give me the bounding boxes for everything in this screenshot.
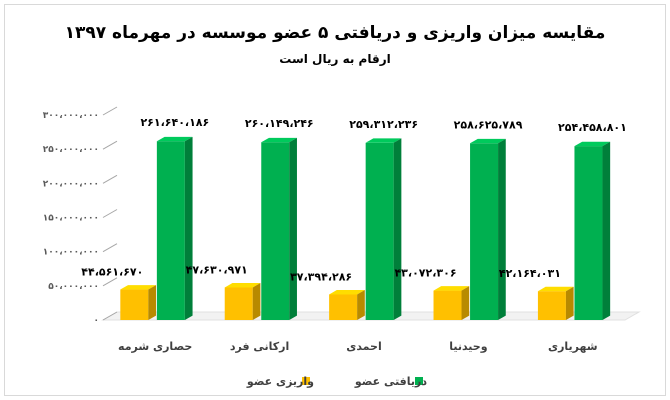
bar-deposit — [120, 285, 157, 320]
data-label-deposit: ۴۷،۶۳۰،۹۷۱ — [186, 263, 248, 276]
legend-label: دریافتی عضو — [354, 375, 427, 388]
legend-swatch — [415, 377, 423, 385]
y-tick-label: ۲۵۰،۰۰۰،۰۰۰ — [43, 145, 99, 155]
chart-subtitle: ارقام به ریال است — [279, 52, 390, 67]
bar-front — [261, 142, 290, 320]
y-tick-mark — [102, 243, 118, 253]
data-label-deposit: ۳۷،۳۹۴،۲۸۶ — [290, 270, 352, 283]
data-labels: ۴۴،۵۶۱،۶۷۰ ۲۶۱،۶۴۰،۱۸۶ ۴۷،۶۳۰،۹۷۱ ۲۶۰،۱۴۹،۲… — [81, 116, 627, 283]
x-axis-categories: حصاری شرمه ارکانی فرد احمدی وحیدنیا شهریاری — [118, 340, 598, 353]
y-axis: ۰ ۵۰،۰۰۰،۰۰۰ ۱۰۰،۰۰۰،۰۰۰ ۱۵۰،۰۰۰،۰۰۰ ۲۰۰،۰۰۰… — [43, 106, 118, 326]
y-tick-mark — [102, 106, 118, 116]
bar-deposit — [329, 290, 365, 320]
bar-side — [602, 141, 611, 320]
y-tick-mark — [102, 140, 118, 150]
bar-front — [470, 143, 499, 320]
data-label-deposit: ۴۴،۵۶۱،۶۷۰ — [81, 266, 143, 279]
bar-front — [156, 141, 185, 320]
bar-side — [498, 138, 506, 320]
chart-title: مقایسه میزان واریزی و دریافتی ۵ عضو موسس… — [65, 23, 606, 43]
bar-top — [224, 283, 261, 288]
data-label-received: ۲۶۰،۱۴۹،۲۴۶ — [245, 117, 314, 130]
category-label: حصاری شرمه — [118, 340, 192, 353]
bar-received — [261, 137, 297, 320]
y-tick-label: ۲۰۰،۰۰۰،۰۰۰ — [43, 179, 99, 189]
bar-side — [357, 290, 365, 320]
legend-swatch — [302, 377, 310, 385]
bar-side — [148, 285, 157, 320]
bar-side — [393, 138, 402, 320]
bar-side — [461, 286, 470, 320]
bar-front — [120, 289, 149, 320]
bar-received — [574, 141, 611, 320]
bar-top — [537, 286, 574, 292]
bar-received — [470, 138, 506, 320]
category-label: احمدی — [346, 340, 382, 353]
legend-item: واریزی عضو — [246, 375, 314, 388]
bar-top — [365, 138, 402, 143]
bar-side — [289, 137, 297, 320]
bar-front — [224, 287, 253, 320]
data-label-received: ۲۵۴،۴۵۸،۸۰۱ — [558, 121, 627, 134]
bar-top — [329, 290, 365, 295]
y-tick-label: ۰ — [94, 316, 100, 326]
y-tick-mark — [102, 209, 118, 218]
data-label-deposit: ۴۳،۰۷۲،۳۰۶ — [394, 267, 456, 280]
bars — [120, 136, 611, 320]
category-label: ارکانی فرد — [230, 340, 289, 353]
chart-frame — [4, 4, 666, 396]
bar-side — [252, 283, 261, 320]
y-tick-label: ۱۵۰،۰۰۰،۰۰۰ — [43, 214, 99, 224]
legend: واریزی عضو دریافتی عضو — [246, 375, 427, 388]
bar-top — [574, 141, 611, 147]
bar-front — [574, 146, 603, 320]
y-tick-label: ۳۰۰،۰۰۰،۰۰۰ — [43, 111, 99, 121]
legend-item: دریافتی عضو — [354, 375, 427, 388]
bar-front — [329, 294, 358, 320]
bar-deposit — [224, 283, 261, 320]
bar-front — [537, 291, 566, 320]
bar-top — [470, 138, 506, 144]
bar-deposit — [433, 286, 470, 320]
y-tick-mark — [102, 174, 118, 184]
y-tick-mark — [102, 311, 118, 321]
bar-front — [365, 142, 394, 320]
bar-side — [565, 286, 574, 320]
y-tick-mark — [102, 277, 118, 287]
y-tick-label: ۱۰۰،۰۰۰،۰۰۰ — [43, 248, 99, 258]
category-label: وحیدنیا — [449, 340, 488, 353]
legend-label: واریزی عضو — [246, 375, 314, 388]
bar-side — [184, 136, 193, 320]
bar-received — [365, 138, 402, 320]
data-label-received: ۲۵۹،۳۱۲،۲۳۶ — [349, 118, 418, 131]
bar-received — [156, 136, 193, 320]
bar-deposit — [537, 286, 574, 320]
category-label: شهریاری — [548, 340, 598, 353]
bar-top — [261, 137, 297, 143]
data-label-received: ۲۶۱،۶۴۰،۱۸۶ — [140, 116, 209, 129]
data-label-received: ۲۵۸،۶۲۵،۷۸۹ — [454, 118, 523, 131]
y-tick-label: ۵۰،۰۰۰،۰۰۰ — [48, 282, 99, 292]
bar-top — [156, 136, 193, 142]
bar-top — [433, 286, 470, 291]
data-label-deposit: ۴۲،۱۶۴،۰۳۱ — [499, 267, 561, 280]
bar-top — [120, 285, 157, 290]
bar-front — [433, 290, 462, 320]
